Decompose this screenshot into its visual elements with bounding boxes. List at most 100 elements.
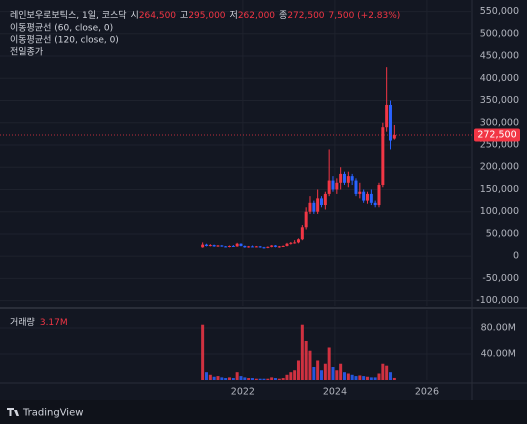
volume-bar: [273, 378, 277, 380]
candle-body: [231, 245, 235, 247]
candle-body: [346, 176, 350, 183]
candle-body: [381, 127, 385, 186]
close-value: 272,500: [287, 11, 324, 21]
candle-body: [262, 247, 266, 249]
header: 레인보우로보틱스, 1일, 코스닥 시264,500 고295,000 저262,00…: [10, 9, 400, 21]
candle-body: [304, 211, 308, 228]
volume-bar: [212, 376, 216, 380]
candle-body: [350, 176, 354, 181]
candle-body: [300, 227, 304, 240]
volume-bar: [277, 378, 281, 380]
volume-bar: [327, 347, 331, 380]
high-value: 295,000: [188, 11, 225, 21]
low-value: 262,000: [238, 11, 275, 21]
logo[interactable]: TradingView: [7, 408, 83, 419]
candle-body: [243, 245, 247, 248]
candle-body: [377, 185, 381, 206]
candle-body: [277, 246, 281, 248]
volume-bar: [381, 363, 385, 380]
y-tick-label: 40.00M: [481, 348, 516, 359]
brand: TradingView: [22, 408, 83, 419]
candle-body: [212, 245, 216, 247]
candle-body: [239, 243, 243, 246]
volume-bar: [319, 370, 323, 380]
y-tick-label: -100,000: [476, 295, 519, 306]
candle-body: [204, 244, 208, 246]
last-price-tag: [474, 128, 520, 142]
volume-bar: [231, 378, 235, 380]
volume-bar: [358, 375, 362, 380]
candle-body: [296, 239, 300, 243]
volume-bar: [270, 377, 274, 380]
volume-bar: [289, 372, 293, 380]
volume-bar: [354, 376, 358, 380]
y-tick-label: 250,000: [480, 139, 519, 150]
indicator[interactable]: 이동평균선 (120, close, 0): [10, 35, 119, 46]
candle-body: [362, 191, 366, 201]
y-tick-label: 50,000: [486, 228, 519, 239]
candle-body: [388, 104, 392, 141]
candle-body: [250, 246, 254, 248]
candle-body: [323, 193, 327, 206]
candle-body: [319, 198, 323, 206]
volume-label: 거래량: [10, 316, 35, 328]
change: 7,500 (+2.83%): [329, 11, 401, 21]
volume-bar: [385, 365, 389, 380]
volume-bar: [243, 377, 247, 380]
indicator[interactable]: 전일종가: [10, 47, 43, 58]
volume-bar: [300, 324, 304, 380]
volume-bar: [308, 350, 312, 380]
candle-body: [289, 242, 293, 244]
y-tick-label: 0: [513, 251, 519, 262]
y-tick-label: 500,000: [480, 28, 519, 39]
candle-body: [227, 245, 231, 247]
volume-bar: [331, 366, 335, 380]
candle-body: [266, 246, 270, 248]
candle-body: [285, 243, 289, 246]
candle-body: [335, 182, 339, 190]
volume-bar: [247, 378, 251, 380]
last-price-label: 272,500: [477, 129, 516, 140]
volume-bar: [323, 363, 327, 380]
logo-icon: [7, 408, 19, 416]
volume-bar: [224, 378, 228, 380]
volume-bar: [239, 376, 243, 380]
y-tick-label: 300,000: [480, 117, 519, 128]
close-label: 종: [279, 10, 287, 21]
volume-bar: [266, 378, 270, 380]
volume-bar: [350, 374, 354, 380]
x-tick-label: 2022: [231, 387, 255, 398]
volume-bar: [304, 340, 308, 380]
candle-body: [273, 245, 277, 247]
y-tick-label: 550,000: [480, 6, 519, 17]
volume-bar: [204, 372, 208, 380]
low-label: 저: [230, 10, 238, 21]
candle-body: [358, 191, 362, 194]
candle-body: [201, 244, 205, 248]
volume-bar: [201, 324, 205, 380]
volume-bar: [227, 377, 231, 380]
candle-body: [331, 180, 335, 190]
y-tick-label: 200,000: [480, 162, 519, 173]
candle-body: [220, 245, 224, 247]
volume-bar: [365, 376, 369, 380]
volume-bar: [250, 378, 254, 380]
footer: [0, 400, 527, 424]
indicator[interactable]: 이동평균선 (60, close, 0): [10, 23, 113, 34]
volume-bar: [281, 378, 285, 380]
candle-body: [354, 180, 358, 194]
candle-body: [327, 180, 331, 194]
y-tick-label: 100,000: [480, 206, 519, 217]
volume-bar: [369, 377, 373, 380]
candle-body: [235, 243, 239, 247]
x-tick-label: 2026: [415, 387, 439, 398]
volume-bar: [342, 372, 346, 380]
high-label: 고: [180, 11, 188, 21]
volume-legend: 거래량 3.17M: [10, 316, 68, 328]
x-tick-label: 2024: [323, 387, 347, 398]
volume-bar: [208, 374, 212, 380]
candle-body: [247, 246, 251, 248]
open-label: 시: [131, 10, 139, 21]
candle-body: [369, 193, 373, 203]
volume-bar: [373, 377, 377, 380]
